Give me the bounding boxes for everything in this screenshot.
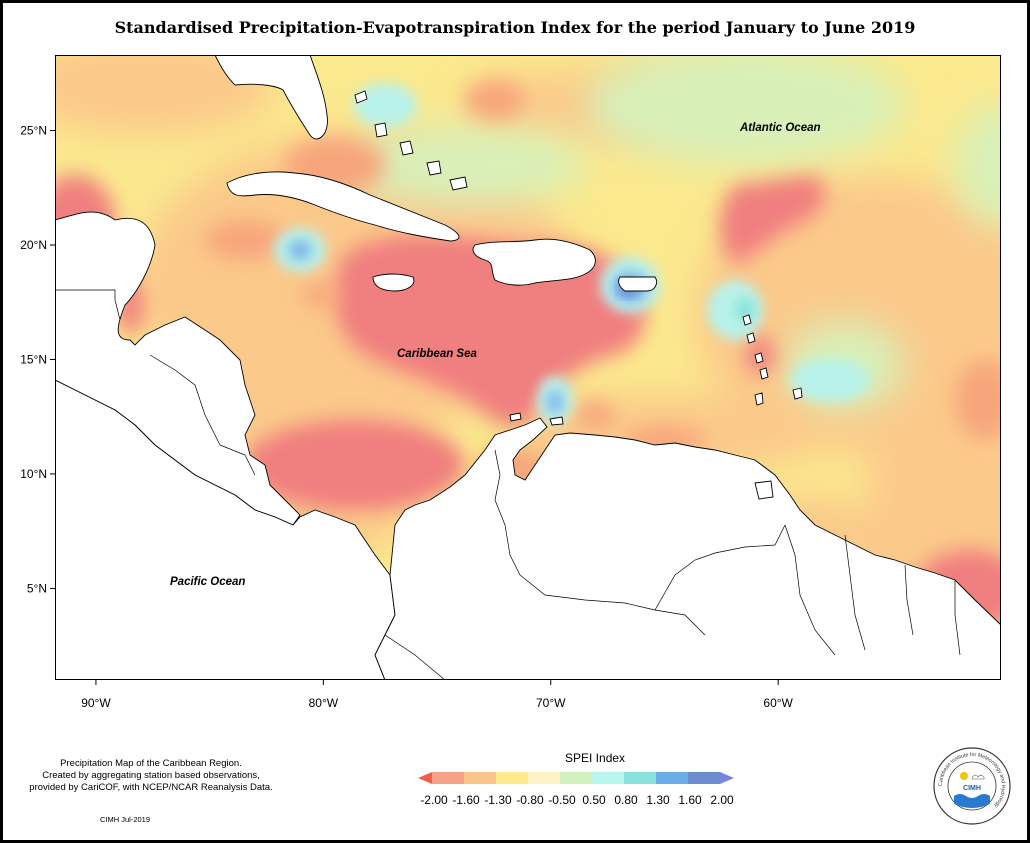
credit-text: CIMH Jul-2019 [100,815,151,824]
legend-label: 1.60 [678,793,702,807]
label-atlantic-ocean: Atlantic Ocean [739,122,821,134]
abc-islands [509,412,564,426]
map-border [55,55,1001,680]
lesser-antilles [742,314,803,406]
puerto-rico [618,276,658,292]
legend-swatch [432,772,465,784]
label-caribbean-sea: Caribbean Sea [397,348,477,360]
trinidad [754,480,774,500]
south-america [374,417,1001,680]
label-pacific-ocean: Pacific Ocean [170,576,245,588]
spei-map: Atlantic Ocean Caribbean Sea Pacific Oce… [55,55,1001,680]
spei-legend: -2.00 -1.60 -1.30 -0.80 -0.50 0.50 0.80 1.30 1.6… [418,772,734,807]
land-masses [55,55,1001,680]
waves-icon [954,794,990,808]
legend-label: -2.00 [420,793,448,807]
sun-icon [960,772,968,780]
legend-swatch [560,772,593,784]
legend-swatch [528,772,561,784]
note-line-1: Precipitation Map of the Caribbean Regio… [60,758,242,769]
legend-swatch [624,772,657,784]
legend-swatch [688,772,721,784]
legend-label: 2.00 [710,793,734,807]
legend-label: 0.50 [582,793,606,807]
legend-arrow-low [418,772,432,784]
cimh-logo: Caribbean Institute for Meteorology and … [933,747,1011,825]
legend-swatch [592,772,625,784]
legend-label: 1.30 [646,793,670,807]
map-title: Standardised Precipitation-Evapotranspir… [114,18,916,37]
map-notes: Precipitation Map of the Caribbean Regio… [6,758,296,794]
florida [214,55,328,140]
legend-label: -0.80 [516,793,544,807]
cuba [226,171,460,242]
logo-center-text: CIMH [963,785,981,792]
legend-swatch [656,772,689,784]
note-line-3: provided by CariCOF, with NCEP/NCAR Rean… [29,782,273,793]
note-line-2: Created by aggregating station based obs… [42,770,260,781]
cloud-icon [971,774,985,780]
map-panel: Atlantic Ocean Caribbean Sea Pacific Oce… [55,55,1001,680]
legend-title: SPEI Index [565,751,626,765]
legend-arrow-high [720,772,734,784]
legend-swatch [496,772,529,784]
legend-swatch [464,772,497,784]
jamaica [372,273,415,292]
legend-label: -1.60 [452,793,480,807]
legend-label: -0.50 [548,793,576,807]
legend-label: -1.30 [484,793,512,807]
hispaniola [472,238,596,286]
country-borders [55,289,961,680]
bahamas-islands [354,90,468,191]
legend-label: 0.80 [614,793,638,807]
